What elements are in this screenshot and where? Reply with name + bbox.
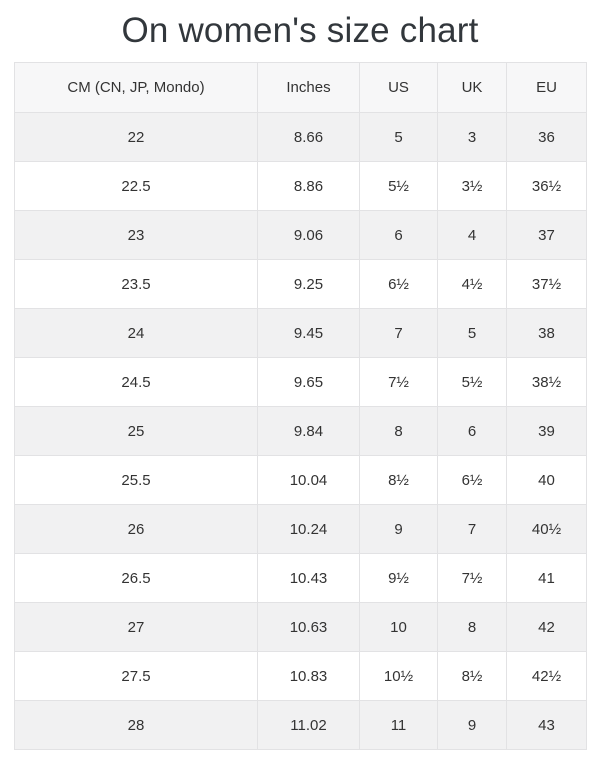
table-cell: 23.5 (14, 259, 258, 309)
table-cell: 38 (506, 308, 587, 358)
table-row: 24.5 9.65 7½ 5½ 38½ (14, 357, 587, 407)
table-cell: 22 (14, 112, 258, 162)
table-cell: 7½ (437, 553, 507, 603)
table-cell: 22.5 (14, 161, 258, 211)
table-row: 26.5 10.43 9½ 7½ 41 (14, 553, 587, 603)
table-cell: 26 (14, 504, 258, 554)
table-row: 23.5 9.25 6½ 4½ 37½ (14, 259, 587, 309)
table-cell: 6 (437, 406, 507, 456)
table-cell: 8.66 (257, 112, 360, 162)
table-cell: 41 (506, 553, 587, 603)
table-cell: 11.02 (257, 700, 360, 750)
table-cell: 39 (506, 406, 587, 456)
table-row: 22 8.66 5 3 36 (14, 112, 587, 162)
table-cell: 8½ (359, 455, 438, 505)
table-cell: 10.63 (257, 602, 360, 652)
table-cell: 3½ (437, 161, 507, 211)
table-cell: 40 (506, 455, 587, 505)
table-cell: 24 (14, 308, 258, 358)
table-cell: 37½ (506, 259, 587, 309)
table-row: 27.5 10.83 10½ 8½ 42½ (14, 651, 587, 701)
table-cell: 24.5 (14, 357, 258, 407)
table-cell: 10.83 (257, 651, 360, 701)
table-cell: 10.04 (257, 455, 360, 505)
table-cell: 10.43 (257, 553, 360, 603)
table-cell: 40½ (506, 504, 587, 554)
table-cell: 36 (506, 112, 587, 162)
table-cell: 10.24 (257, 504, 360, 554)
table-cell: 9 (359, 504, 438, 554)
table-cell: 38½ (506, 357, 587, 407)
table-cell: 9.06 (257, 210, 360, 260)
table-row: 28 11.02 11 9 43 (14, 700, 587, 750)
table-cell: 9.65 (257, 357, 360, 407)
column-header: UK (437, 62, 507, 113)
table-cell: 5 (359, 112, 438, 162)
header-row: CM (CN, JP, Mondo) Inches US UK EU (14, 62, 587, 113)
table-cell: 11 (359, 700, 438, 750)
table-cell: 9.45 (257, 308, 360, 358)
table-cell: 27.5 (14, 651, 258, 701)
table-cell: 42½ (506, 651, 587, 701)
table-cell: 7 (437, 504, 507, 554)
table-cell: 6 (359, 210, 438, 260)
table-cell: 5½ (359, 161, 438, 211)
column-header: EU (506, 62, 587, 113)
table-cell: 10 (359, 602, 438, 652)
table-row: 25 9.84 8 6 39 (14, 406, 587, 456)
table-cell: 26.5 (14, 553, 258, 603)
table-cell: 6½ (437, 455, 507, 505)
table-cell: 25 (14, 406, 258, 456)
table-cell: 9.25 (257, 259, 360, 309)
table-body: 22 8.66 5 3 36 22.5 8.86 5½ 3½ 36½ 23 9.06 6 4 37 23.5 9… (14, 112, 587, 750)
table-cell: 10½ (359, 651, 438, 701)
table-row: 23 9.06 6 4 37 (14, 210, 587, 260)
table-cell: 8 (437, 602, 507, 652)
table-row: 25.5 10.04 8½ 6½ 40 (14, 455, 587, 505)
table-cell: 37 (506, 210, 587, 260)
table-cell: 5 (437, 308, 507, 358)
table-cell: 6½ (359, 259, 438, 309)
table-cell: 27 (14, 602, 258, 652)
table-cell: 36½ (506, 161, 587, 211)
table-cell: 8.86 (257, 161, 360, 211)
table-cell: 9 (437, 700, 507, 750)
page-title: On women's size chart (121, 11, 479, 50)
table-cell: 9½ (359, 553, 438, 603)
table-row: 22.5 8.86 5½ 3½ 36½ (14, 161, 587, 211)
table-cell: 23 (14, 210, 258, 260)
table-cell: 5½ (437, 357, 507, 407)
table-header: CM (CN, JP, Mondo) Inches US UK EU (14, 62, 587, 113)
table-cell: 3 (437, 112, 507, 162)
table-cell: 43 (506, 700, 587, 750)
table-cell: 28 (14, 700, 258, 750)
table-row: 27 10.63 10 8 42 (14, 602, 587, 652)
table-cell: 9.84 (257, 406, 360, 456)
table-cell: 42 (506, 602, 587, 652)
table-cell: 8½ (437, 651, 507, 701)
table-cell: 8 (359, 406, 438, 456)
table-cell: 4½ (437, 259, 507, 309)
table-cell: 7½ (359, 357, 438, 407)
column-header: CM (CN, JP, Mondo) (14, 62, 258, 113)
table-row: 26 10.24 9 7 40½ (14, 504, 587, 554)
column-header: Inches (257, 62, 360, 113)
table-cell: 7 (359, 308, 438, 358)
table-cell: 4 (437, 210, 507, 260)
table-cell: 25.5 (14, 455, 258, 505)
size-chart-table: CM (CN, JP, Mondo) Inches US UK EU 22 8.66 5 3 3… (14, 62, 587, 750)
table-row: 24 9.45 7 5 38 (14, 308, 587, 358)
column-header: US (359, 62, 438, 113)
